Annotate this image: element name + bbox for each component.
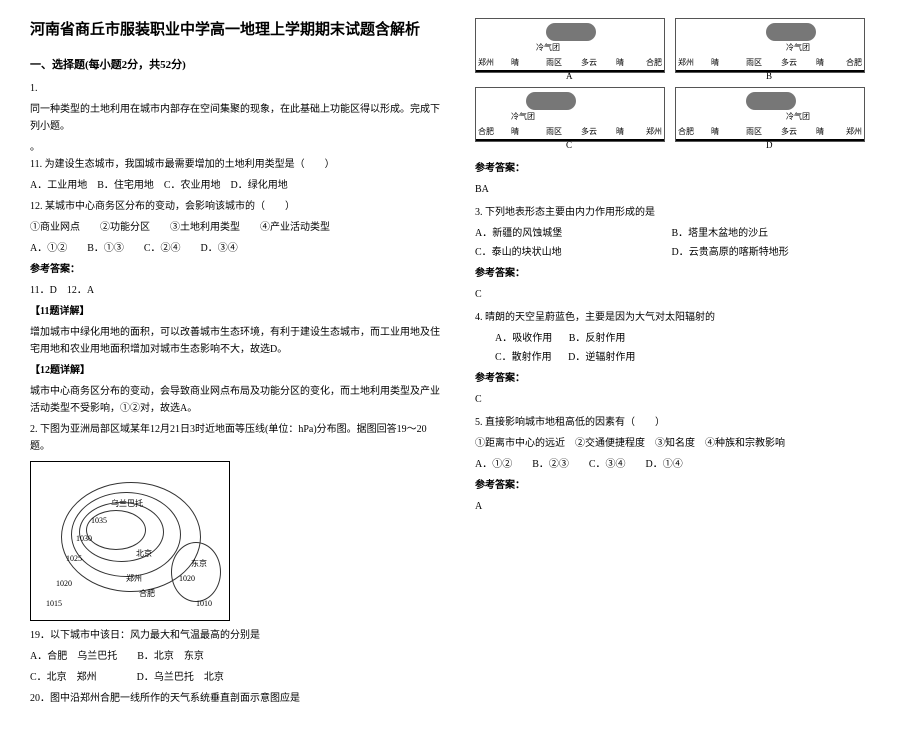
bullet: 。: [30, 139, 440, 156]
answer-label-4: 参考答案：: [475, 370, 885, 387]
w-label: 多云: [781, 56, 797, 70]
right-column: 冷气团 郑州 晴 雨区 多云 晴 合肥 A 冷气团 郑州 晴: [475, 18, 885, 711]
q1-stem: 同一种类型的土地利用在城市内部存在空间集聚的现象，在此基础上功能区得以形成。完成…: [30, 101, 440, 135]
weather-diagram-a: 冷气团 郑州 晴 雨区 多云 晴 合肥 A: [475, 18, 665, 73]
city-label: 合肥: [646, 56, 662, 70]
w-label: 晴: [816, 125, 824, 139]
map-label: 1030: [76, 532, 92, 546]
doc-title: 河南省商丘市服装职业中学高一地理上学期期末试题含解析: [30, 18, 440, 44]
w-label: 晴: [616, 125, 624, 139]
diagram-label: C: [566, 138, 572, 153]
q3-optB: B．塔里木盆地的沙丘: [672, 225, 769, 242]
weather-row-1: 冷气团 郑州 晴 雨区 多云 晴 合肥 A 冷气团 郑州 晴: [475, 18, 885, 73]
map-label: 1020: [179, 572, 195, 586]
w-label: 雨区: [546, 125, 562, 139]
diagram-label: B: [766, 69, 772, 84]
w-label: 晴: [711, 56, 719, 70]
city-label: 合肥: [846, 56, 862, 70]
q2-sub19b: C．北京 郑州 D．乌兰巴托 北京: [30, 669, 440, 686]
q4-stem: 4. 晴朗的天空呈蔚蓝色，主要是因为大气对太阳辐射的: [475, 309, 885, 326]
weather-diagram-c: 冷气团 合肥 晴 雨区 多云 晴 郑州 C: [475, 87, 665, 142]
q3-optD: D．云贵高原的喀斯特地形: [672, 244, 789, 261]
q1-num: 1.: [30, 80, 440, 97]
answer-label-1: 参考答案：: [30, 261, 440, 278]
q2-sub19: 19．以下城市中该日：风力最大和气温最高的分别是: [30, 627, 440, 644]
map-label: 郑州: [126, 572, 142, 586]
weather-row-2: 冷气团 合肥 晴 雨区 多云 晴 郑州 C 冷气团 合肥 晴: [475, 87, 885, 142]
diagram-label: D: [766, 138, 773, 153]
w-label: 晴: [816, 56, 824, 70]
q4-optB: B．反射作用: [569, 330, 626, 347]
q2-stem: 2. 下图为亚洲局部区域某年12月21日3时近地面等压线(单位：hPa)分布图。…: [30, 421, 440, 455]
q4-optC: C．散射作用: [495, 349, 552, 366]
city-label: 郑州: [846, 125, 862, 139]
answer-label-2: 参考答案：: [475, 160, 885, 177]
q4-opts-row1: A．吸收作用 B．反射作用: [475, 330, 885, 347]
airmass-label: 冷气团: [536, 41, 560, 55]
q3-optA: A．新疆的风蚀城堡: [475, 225, 655, 242]
answer-label-3: 参考答案：: [475, 265, 885, 282]
city-label: 合肥: [478, 125, 494, 139]
w-label: 雨区: [746, 56, 762, 70]
q4-optA: A．吸收作用: [495, 330, 552, 347]
left-column: 河南省商丘市服装职业中学高一地理上学期期末试题含解析 一、选择题(每小题2分，共…: [30, 18, 440, 711]
airmass-label: 冷气团: [511, 110, 535, 124]
q5-opts: A．①② B．②③ C．③④ D．①④: [475, 456, 885, 473]
q4-opts-row2: C．散射作用 D．逆辐射作用: [475, 349, 885, 366]
q3-stem: 3. 下列地表形态主要由内力作用形成的是: [475, 204, 885, 221]
q4-ans: C: [475, 391, 885, 408]
w-label: 多云: [581, 125, 597, 139]
exp12-label: 【12题详解】: [30, 362, 440, 379]
diagram-label: A: [566, 69, 573, 84]
city-label: 合肥: [678, 125, 694, 139]
q1-ans: 11．D 12．A: [30, 282, 440, 299]
map-label: 乌兰巴托: [111, 497, 143, 511]
map-label: 1010: [196, 597, 212, 611]
q5-ans: A: [475, 498, 885, 515]
map-label: 合肥: [139, 587, 155, 601]
q3-optC: C．泰山的块状山地: [475, 244, 655, 261]
w-label: 晴: [616, 56, 624, 70]
q1-sub11: 11. 为建设生态城市，我国城市最需要增加的土地利用类型是（ ）: [30, 156, 440, 173]
answer-label-5: 参考答案：: [475, 477, 885, 494]
q3-ans: C: [475, 286, 885, 303]
q4-optD: D．逆辐射作用: [568, 349, 635, 366]
map-label: 北京: [136, 547, 152, 561]
weather-diagram-b: 冷气团 郑州 晴 雨区 多云 晴 合肥 B: [675, 18, 865, 73]
q2-sub20: 20．图中沿郑州合肥一线所作的天气系统垂直剖面示意图应是: [30, 690, 440, 707]
exp11-label: 【11题详解】: [30, 303, 440, 320]
q1-sub12: 12. 某城市中心商务区分布的变动，会影响该城市的（ ）: [30, 198, 440, 215]
map-label: 东京: [191, 557, 207, 571]
section-heading: 一、选择题(每小题2分，共52分): [30, 56, 440, 75]
city-label: 郑州: [478, 56, 494, 70]
exp12: 城市中心商务区分布的变动，会导致商业网点布局及功能分区的变化，而土地利用类型及产…: [30, 383, 440, 417]
city-label: 郑州: [678, 56, 694, 70]
map-label: 1015: [46, 597, 62, 611]
city-label: 郑州: [646, 125, 662, 139]
map-label: 1020: [56, 577, 72, 591]
w-label: 多云: [581, 56, 597, 70]
q1-sub12-items: ①商业网点 ②功能分区 ③土地利用类型 ④产业活动类型: [30, 219, 440, 236]
q2-ans: BA: [475, 181, 885, 198]
q5-stem: 5. 直接影响城市地租高低的因素有（ ）: [475, 414, 885, 431]
q1-sub11-opts: A．工业用地 B．住宅用地 C．农业用地 D．绿化用地: [30, 177, 440, 194]
map-label: 1035: [91, 514, 107, 528]
w-label: 晴: [511, 56, 519, 70]
weather-diagram-d: 冷气团 合肥 晴 雨区 多云 晴 郑州 D: [675, 87, 865, 142]
w-label: 多云: [781, 125, 797, 139]
map-label: 1025: [66, 552, 82, 566]
airmass-label: 冷气团: [786, 110, 810, 124]
q3-opts-row2: C．泰山的块状山地 D．云贵高原的喀斯特地形: [475, 244, 885, 261]
w-label: 晴: [511, 125, 519, 139]
pressure-map: 1035 乌兰巴托 1030 1025 1020 北京 1015 郑州 合肥 东…: [30, 461, 230, 621]
q3-opts-row1: A．新疆的风蚀城堡 B．塔里木盆地的沙丘: [475, 225, 885, 242]
w-label: 晴: [711, 125, 719, 139]
q5-items: ①距离市中心的远近 ②交通便捷程度 ③知名度 ④种族和宗教影响: [475, 435, 885, 452]
q1-sub12-opts: A．①② B．①③ C．②④ D．③④: [30, 240, 440, 257]
exp11: 增加城市中绿化用地的面积，可以改善城市生态环境，有利于建设生态城市，而工业用地及…: [30, 324, 440, 358]
airmass-label: 冷气团: [786, 41, 810, 55]
w-label: 雨区: [746, 125, 762, 139]
w-label: 雨区: [546, 56, 562, 70]
